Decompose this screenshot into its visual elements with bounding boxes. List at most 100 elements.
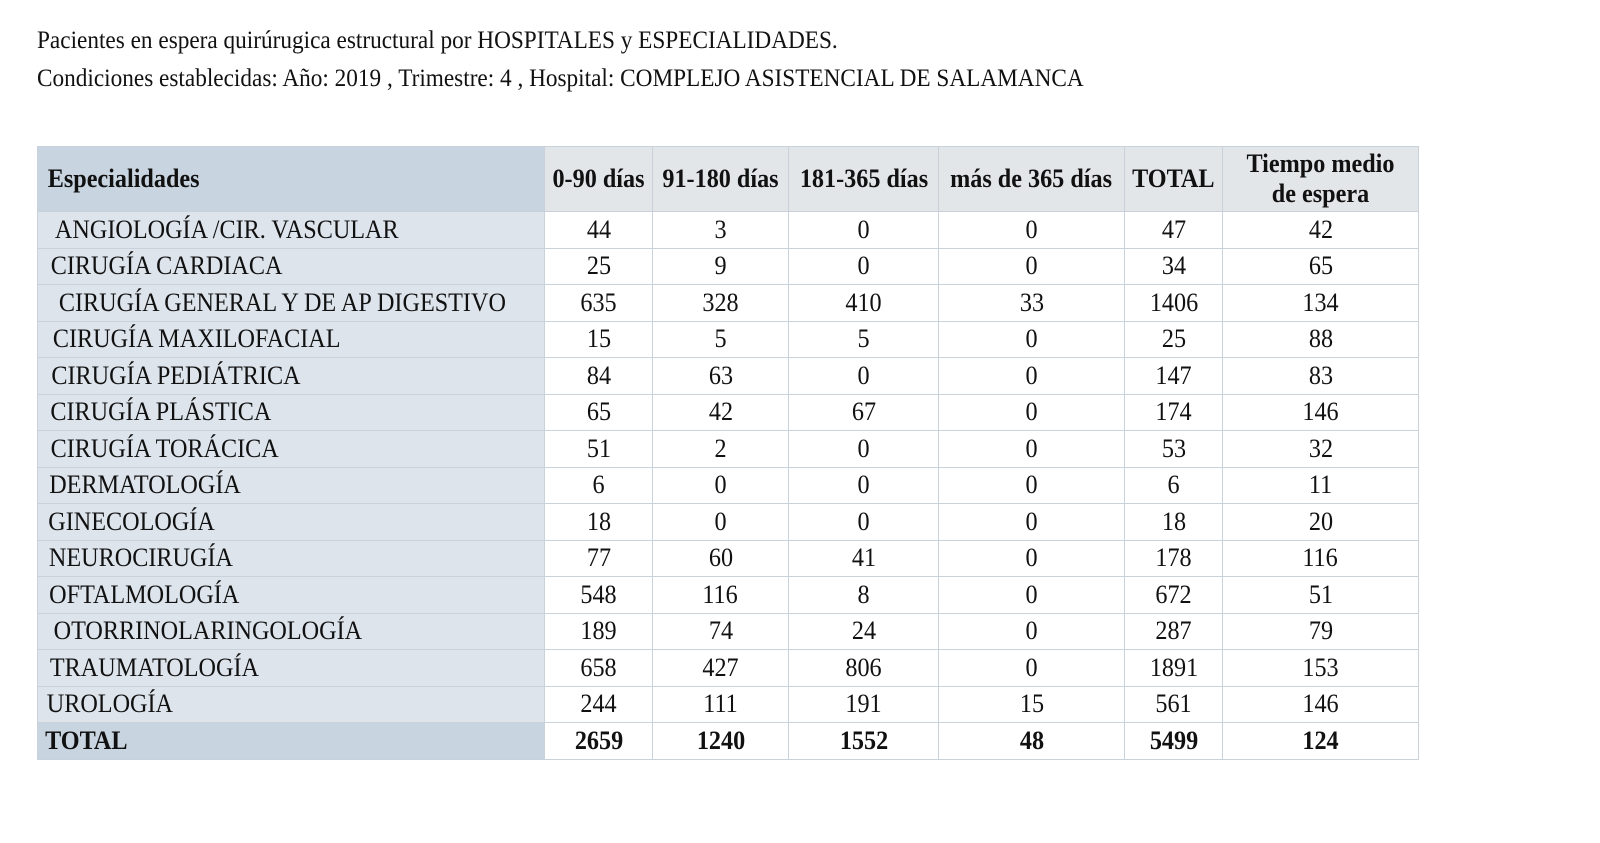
value-label: 287 xyxy=(1155,616,1192,646)
specialty-cell: ANGIOLOGÍA /CIR. VASCULAR xyxy=(37,211,545,249)
value-cell: 287 xyxy=(1124,612,1223,650)
value-cell: 189 xyxy=(544,612,653,650)
value-label: 0 xyxy=(1025,470,1038,500)
value-label: 0 xyxy=(857,506,870,536)
value-cell: 63 xyxy=(652,357,789,395)
value-label: 410 xyxy=(845,287,882,317)
value-label: 0 xyxy=(1025,433,1038,463)
value-cell: 20 xyxy=(1222,503,1419,541)
value-cell: 25 xyxy=(1124,320,1223,358)
value-label: 146 xyxy=(1302,689,1339,719)
value-label: 147 xyxy=(1155,360,1192,390)
value-cell: 0 xyxy=(652,503,789,541)
specialty-cell: NEUROCIRUGÍA xyxy=(37,539,545,577)
table-row: GINECOLOGÍA 18 0 0 0 18 20 xyxy=(37,503,1419,541)
value-cell: 0 xyxy=(938,612,1125,650)
value-label: 88 xyxy=(1308,324,1333,354)
table-row: UROLOGÍA 244 111 191 15 561 146 xyxy=(37,685,1419,723)
value-cell: 658 xyxy=(544,649,653,687)
specialty-label: UROLOGÍA xyxy=(46,689,174,719)
value-cell: 53 xyxy=(1124,430,1223,468)
value-label: 2659 xyxy=(574,725,623,755)
value-label: 65 xyxy=(586,397,611,427)
value-label: 146 xyxy=(1302,397,1339,427)
value-label: 5 xyxy=(714,324,727,354)
value-label: 134 xyxy=(1302,287,1339,317)
specialty-label: NEUROCIRUGÍA xyxy=(48,543,233,573)
column-header-label: 0-90 días xyxy=(552,164,645,193)
specialty-cell: CIRUGÍA PEDIÁTRICA xyxy=(37,357,545,395)
value-cell: 51 xyxy=(544,430,653,468)
waiting-list-table: Especialidades 0-90 días 91-180 días 181-36… xyxy=(37,146,1419,760)
value-label: 0 xyxy=(714,506,727,536)
value-cell: 2 xyxy=(652,430,789,468)
value-label: 191 xyxy=(845,689,882,719)
specialty-label: CIRUGÍA TORÁCICA xyxy=(50,433,279,463)
value-cell: 116 xyxy=(652,576,789,614)
value-cell: 0 xyxy=(652,466,789,504)
value-cell: 5 xyxy=(788,320,939,358)
value-label: 178 xyxy=(1155,543,1192,573)
specialty-label: TOTAL xyxy=(45,725,128,755)
specialty-cell: TOTAL xyxy=(37,722,545,760)
value-label: 0 xyxy=(1025,506,1038,536)
value-cell: 0 xyxy=(938,576,1125,614)
value-label: 0 xyxy=(1025,397,1038,427)
column-header-label: Especialidades xyxy=(47,164,200,193)
value-label: 34 xyxy=(1161,251,1186,281)
value-label: 1240 xyxy=(696,725,745,755)
value-label: 806 xyxy=(845,652,882,682)
value-label: 42 xyxy=(1308,214,1333,244)
specialty-label: ANGIOLOGÍA /CIR. VASCULAR xyxy=(54,214,399,244)
column-header-label: más de 365 días xyxy=(950,164,1113,193)
value-label: 74 xyxy=(708,616,733,646)
value-label: 0 xyxy=(1025,543,1038,573)
table-row: CIRUGÍA GENERAL Y DE AP DIGESTIVO 635 328 4… xyxy=(37,284,1419,322)
value-label: 0 xyxy=(857,470,870,500)
value-label: 25 xyxy=(1161,324,1186,354)
value-cell: 134 xyxy=(1222,284,1419,322)
table-body: ANGIOLOGÍA /CIR. VASCULAR 44 3 0 0 47 42 CIRUGÍ… xyxy=(37,211,1419,760)
column-header-label: Tiempo medio de espera xyxy=(1246,149,1395,208)
value-cell: 24 xyxy=(788,612,939,650)
value-label: 0 xyxy=(857,251,870,281)
value-label: 8 xyxy=(857,579,870,609)
specialty-cell: GINECOLOGÍA xyxy=(37,503,545,541)
value-label: 0 xyxy=(1025,579,1038,609)
column-header: Tiempo medio de espera xyxy=(1222,146,1419,212)
column-header: más de 365 días xyxy=(938,146,1125,212)
value-cell: 32 xyxy=(1222,430,1419,468)
value-label: 77 xyxy=(586,543,611,573)
value-cell: 174 xyxy=(1124,393,1223,431)
value-cell: 0 xyxy=(788,211,939,249)
value-cell: 18 xyxy=(1124,503,1223,541)
value-label: 1552 xyxy=(839,725,888,755)
value-label: 11 xyxy=(1308,470,1333,500)
column-header-label: 181-365 días xyxy=(799,164,928,193)
value-cell: 0 xyxy=(938,466,1125,504)
value-label: 44 xyxy=(586,214,611,244)
value-cell: 0 xyxy=(788,247,939,285)
value-cell: 178 xyxy=(1124,539,1223,577)
column-header: Especialidades xyxy=(37,146,545,212)
value-cell: 5499 xyxy=(1124,722,1223,760)
specialty-cell: CIRUGÍA CARDIACA xyxy=(37,247,545,285)
value-label: 0 xyxy=(714,470,727,500)
value-cell: 6 xyxy=(1124,466,1223,504)
table-row: CIRUGÍA TORÁCICA 51 2 0 0 53 32 xyxy=(37,430,1419,468)
value-cell: 47 xyxy=(1124,211,1223,249)
value-cell: 6 xyxy=(544,466,653,504)
report-title: Pacientes en espera quirúrugica estructu… xyxy=(37,27,838,54)
value-cell: 77 xyxy=(544,539,653,577)
specialty-cell: CIRUGÍA MAXILOFACIAL xyxy=(37,320,545,358)
value-label: 1406 xyxy=(1149,287,1198,317)
value-label: 548 xyxy=(580,579,617,609)
value-cell: 806 xyxy=(788,649,939,687)
value-cell: 42 xyxy=(1222,211,1419,249)
value-label: 124 xyxy=(1302,725,1339,755)
specialty-label: CIRUGÍA GENERAL Y DE AP DIGESTIVO xyxy=(58,287,506,317)
value-cell: 0 xyxy=(788,357,939,395)
value-cell: 83 xyxy=(1222,357,1419,395)
specialty-cell: CIRUGÍA GENERAL Y DE AP DIGESTIVO xyxy=(37,284,545,322)
value-label: 2 xyxy=(714,433,727,463)
